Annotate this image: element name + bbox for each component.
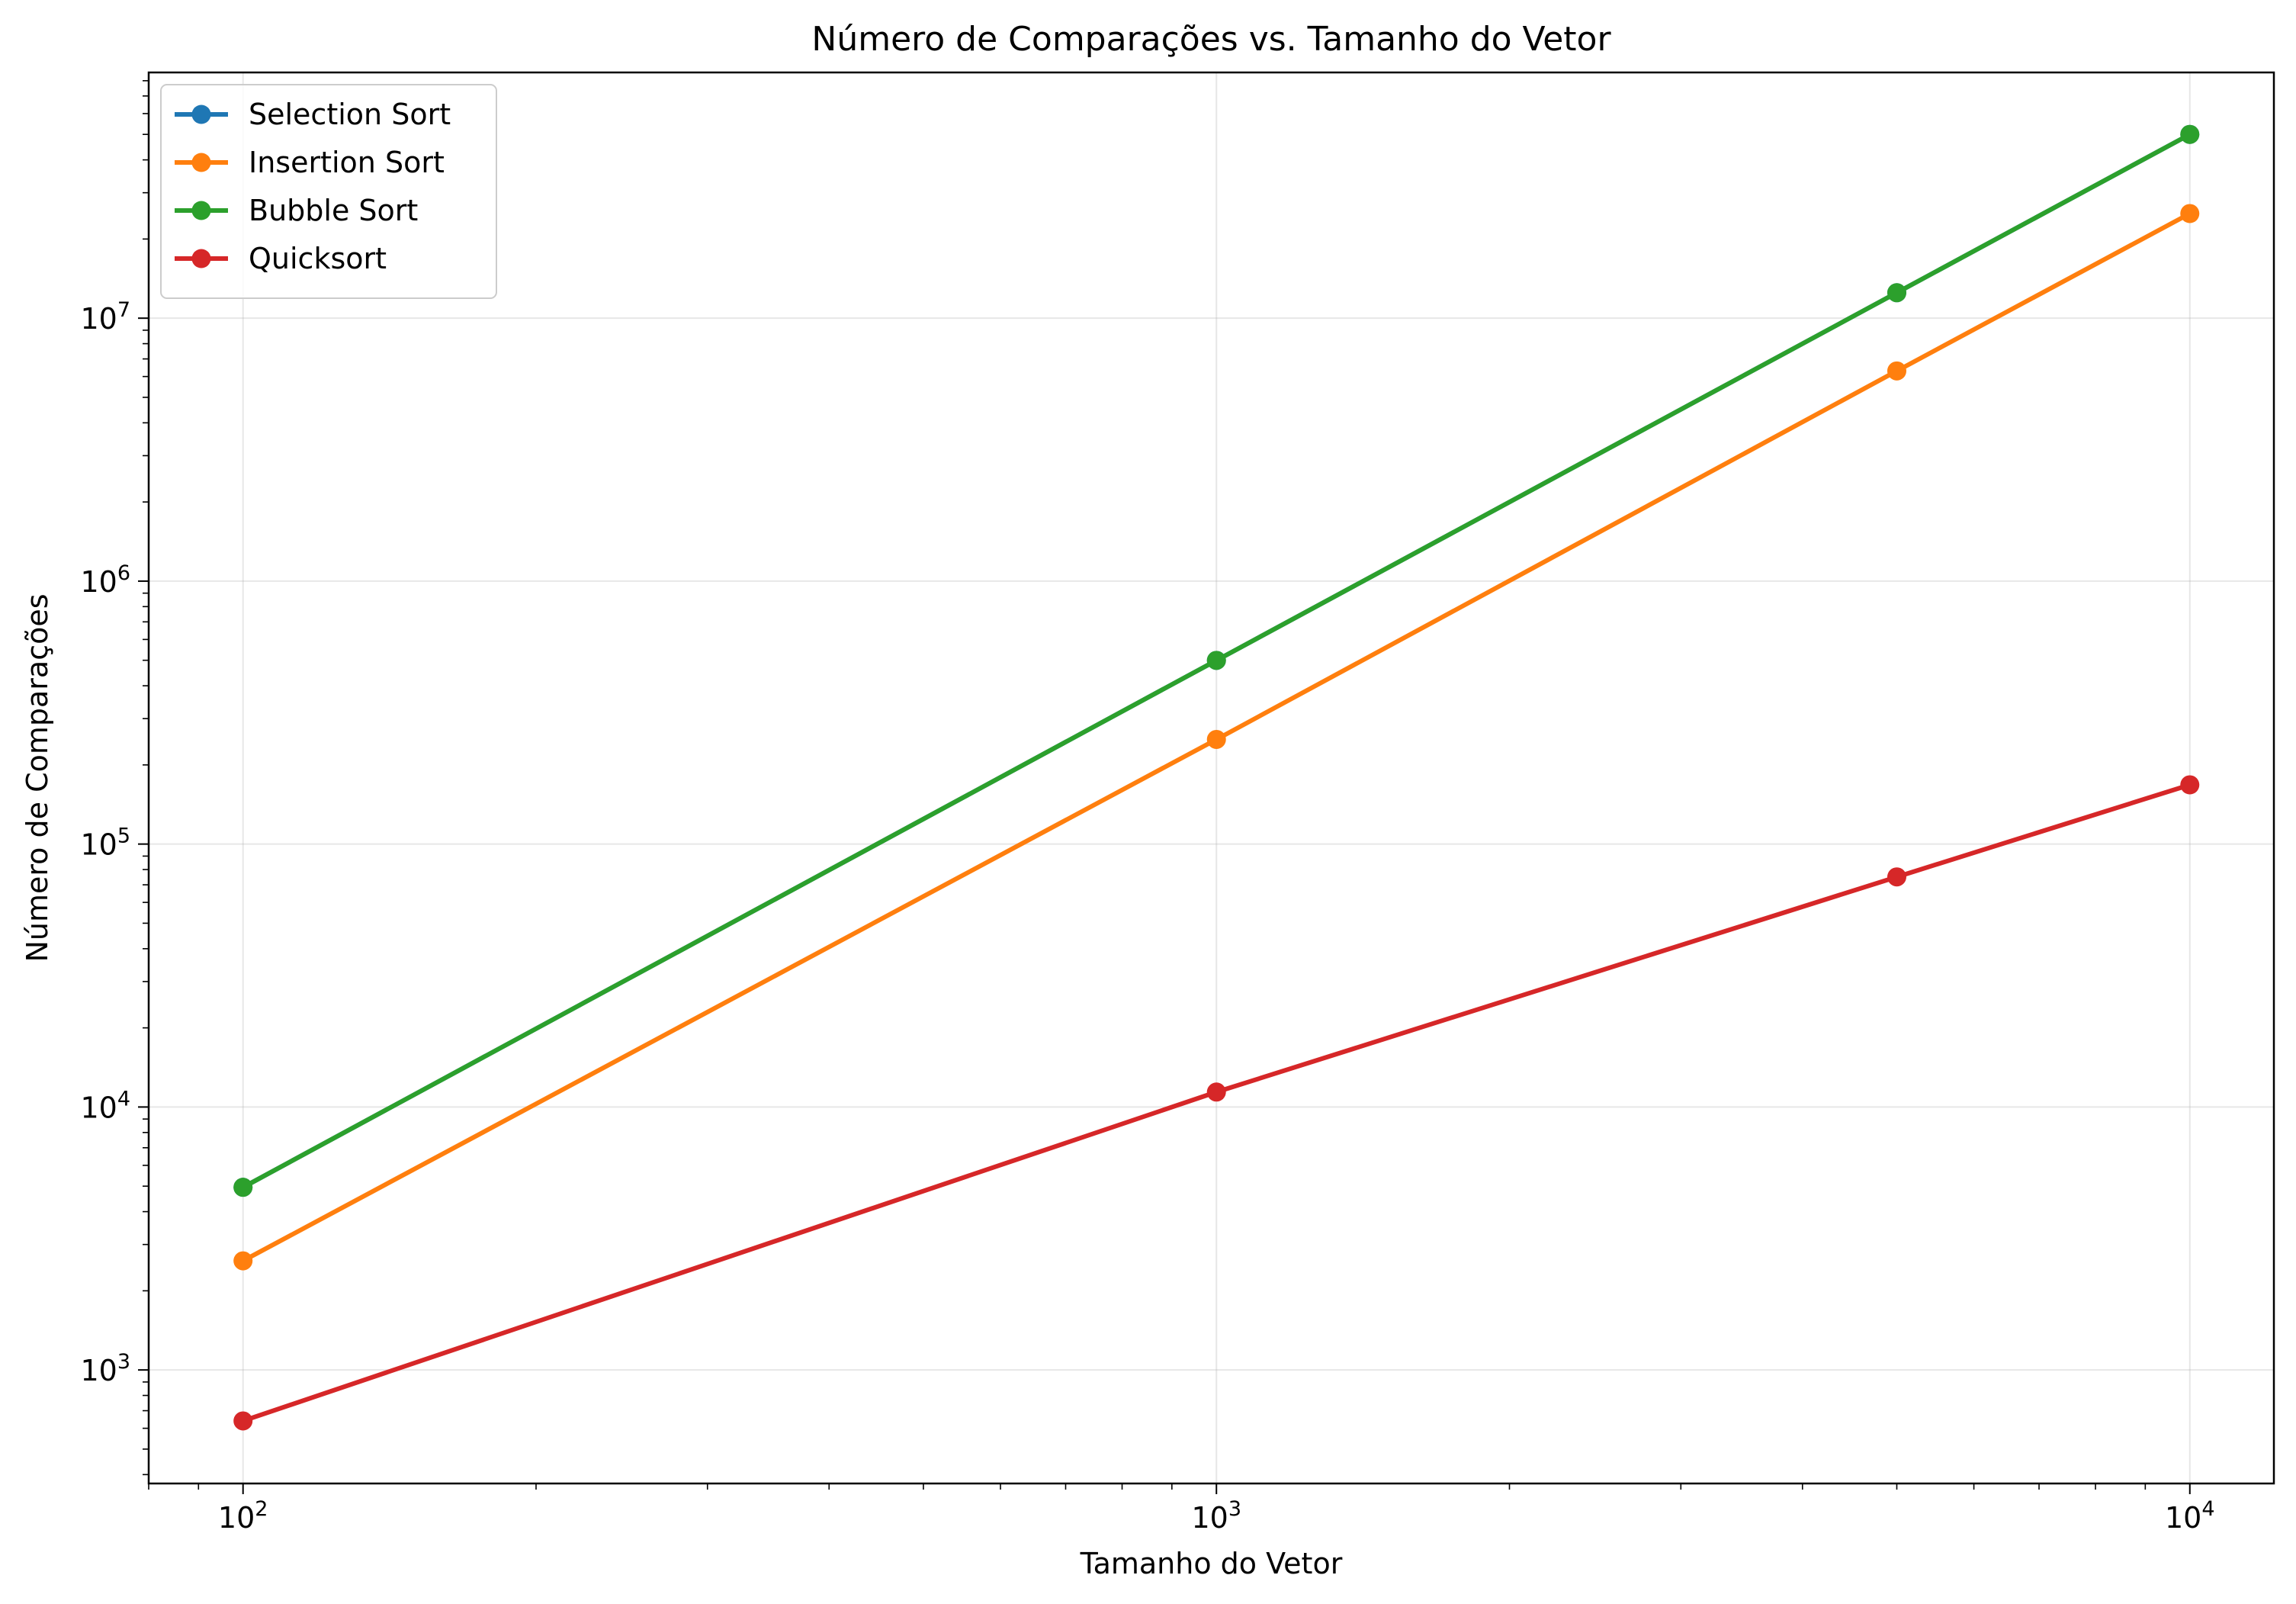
y-tick-label: 104 xyxy=(80,1087,130,1124)
legend: Selection Sort Insertion Sort Bubble Sort Q… xyxy=(160,84,497,299)
y-tick-label: 107 xyxy=(80,298,130,336)
plot-frame xyxy=(147,71,2275,1485)
data-point-quicksort xyxy=(1206,1082,1226,1102)
legend-box xyxy=(160,84,497,299)
data-point-insertion-sort xyxy=(1887,361,1906,381)
legend-item-quicksort: Quicksort xyxy=(175,242,387,275)
legend-label: Insertion Sort xyxy=(249,146,445,179)
x-tick-label: 102 xyxy=(218,1497,268,1535)
legend-item-selection-sort: Selection Sort xyxy=(175,98,451,131)
data-point-bubble-sort xyxy=(1887,283,1906,303)
legend-item-bubble-sort: Bubble Sort xyxy=(175,194,418,227)
legend-item-insertion-sort: Insertion Sort xyxy=(175,146,445,179)
chart-title: Número de Comparações vs. Tamanho do Vet… xyxy=(811,20,1611,59)
axes: 102 103 104 103 104 105 106 107 xyxy=(80,80,2215,1535)
data-point-quicksort xyxy=(2180,775,2200,795)
legend-label: Quicksort xyxy=(249,242,387,275)
data-point-insertion-sort xyxy=(233,1251,253,1271)
y-tick-label: 106 xyxy=(80,561,130,599)
legend-marker xyxy=(191,104,211,124)
data-point-bubble-sort xyxy=(233,1178,253,1197)
series-line-bubble-sort xyxy=(240,132,2192,1190)
legend-marker xyxy=(191,201,211,220)
legend-marker xyxy=(191,249,211,268)
data-point-insertion-sort xyxy=(2180,204,2200,223)
y-tick-label: 103 xyxy=(80,1350,130,1387)
x-axis-title: Tamanho do Vetor xyxy=(1080,1547,1343,1580)
data-point-insertion-sort xyxy=(1206,729,1226,749)
x-tick-label: 103 xyxy=(1191,1497,1241,1535)
data-point-quicksort xyxy=(1887,867,1906,887)
series-line-insertion-sort xyxy=(240,211,2192,1264)
data-point-quicksort xyxy=(233,1411,253,1431)
legend-label: Selection Sort xyxy=(249,98,451,131)
x-tick-label: 104 xyxy=(2165,1497,2215,1535)
legend-marker xyxy=(191,153,211,172)
y-tick-label: 105 xyxy=(80,825,130,862)
series-insertion-sort xyxy=(233,204,2200,1271)
series-quicksort xyxy=(233,775,2200,1431)
series-bubble-sort xyxy=(233,124,2200,1197)
data-point-bubble-sort xyxy=(1206,651,1226,670)
series-layer xyxy=(233,124,2200,1431)
data-point-bubble-sort xyxy=(2180,124,2200,144)
y-axis-title: Número de Comparações xyxy=(21,593,54,962)
legend-label: Bubble Sort xyxy=(249,194,418,227)
series-line-quicksort xyxy=(240,782,2192,1423)
